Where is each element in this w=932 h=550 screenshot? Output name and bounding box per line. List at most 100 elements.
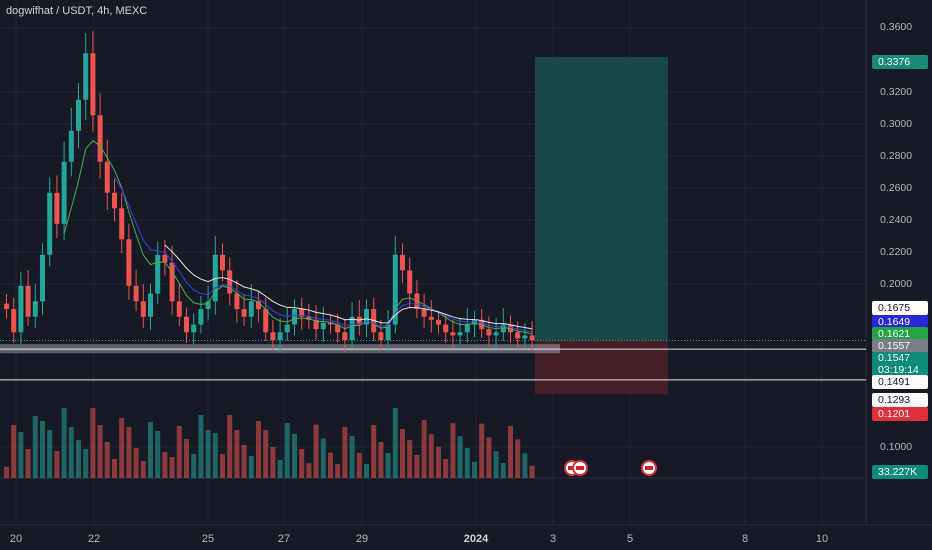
candle-body [457,332,463,336]
candle-body [119,208,125,240]
candle-body [76,99,81,131]
candle-body [162,254,168,263]
volume-bar [227,415,233,478]
candle-body [133,285,139,302]
volume-bar [472,461,477,478]
volume-bar [479,423,485,478]
candle-body [184,316,189,333]
y-axis-label: 0.3600 [880,21,913,33]
candle-body [90,53,96,116]
candle-body [486,329,492,336]
volume-bar [428,434,434,478]
candle-body [414,293,420,310]
volume-bar [176,426,182,478]
volume-bar [500,463,506,478]
volume-bar [18,432,24,478]
level-2-price-tag: 0.1293 [872,393,928,407]
volume-bar [522,453,528,478]
x-axis-label: 8 [741,533,749,545]
volume-bar [414,455,420,478]
candle-body [40,254,45,302]
candle-body [529,335,535,341]
y-axis-label: 0.3000 [880,118,913,130]
volume-bar [155,431,161,478]
candle-body [522,335,528,339]
candle-body [104,161,110,193]
candle-body [385,324,391,341]
candle-body [428,316,434,320]
candle-body [335,324,341,333]
volume-bar [212,433,218,478]
y-axis-label: 0.2800 [880,150,913,162]
candle-body [198,309,204,325]
profit-zone [535,57,668,341]
volume-bar [97,425,103,478]
us-flag-stripes [576,466,584,470]
volume-bar [61,408,67,478]
volume-bar [140,461,146,478]
volume-bar [313,424,319,478]
volume-bar [76,440,81,478]
candle-countdown: 03:19:14 [878,364,919,376]
volume-bar [83,449,89,478]
candle-body [241,309,247,317]
candle-body [299,309,305,317]
candle-body [313,319,319,330]
volume-bar [392,408,398,478]
volume-bar [515,439,521,478]
candle-body [270,332,276,341]
candle-body [83,53,89,100]
volume-tag: 33.227K [872,465,928,479]
volume-bar [126,427,132,478]
y-axis-label: 0.2400 [880,214,913,226]
volume-bar [486,437,492,478]
candle-body [191,324,197,333]
volume-bar [270,447,276,478]
volume-bar [450,423,456,478]
y-axis-label: 0.2000 [880,278,913,290]
candle-body [436,319,441,325]
ema-green-line [63,139,533,335]
volume-bar [162,452,168,478]
candle-body [392,254,398,325]
target-price-tag: 0.3376 [872,55,928,69]
volume-bar [184,439,189,478]
volume-bar [68,427,74,478]
volume-bar [443,459,449,478]
candle-body [263,309,269,333]
current-price-tag: 0.1547 03:19:14 [872,352,928,376]
ema-blue-line [114,177,533,333]
candle-body [234,293,240,310]
candle-body [378,332,384,341]
volume-bar [349,436,355,478]
volume-bar [234,430,240,478]
volume-bar [299,449,305,478]
candle-body [220,254,225,271]
volume-bar [320,438,326,478]
candle-body [500,324,506,333]
x-axis-label: 20 [9,533,23,545]
volume-bar [191,454,197,478]
candle-body [176,301,182,317]
candle-body [205,301,211,310]
x-axis-label: 29 [355,533,369,545]
volume-bar [148,422,153,478]
candle-body [356,316,362,325]
level-1-price-tag: 0.1491 [872,375,928,389]
chart-title: dogwifhat / USDT, 4h, MEXC [6,5,148,17]
volume-bar [493,451,499,478]
volume-bar [90,408,96,478]
volume-bar [421,420,427,478]
volume-bar [119,418,125,478]
candle-body [256,301,261,310]
volume-bar [464,448,470,478]
last-price-tag: 0.1557 [872,339,928,353]
candle-body [25,285,31,317]
candle-body [464,324,470,333]
volume-bar [292,434,297,478]
volume-bar [169,457,175,478]
volume-bar [356,453,362,478]
volume-bar [335,464,341,478]
